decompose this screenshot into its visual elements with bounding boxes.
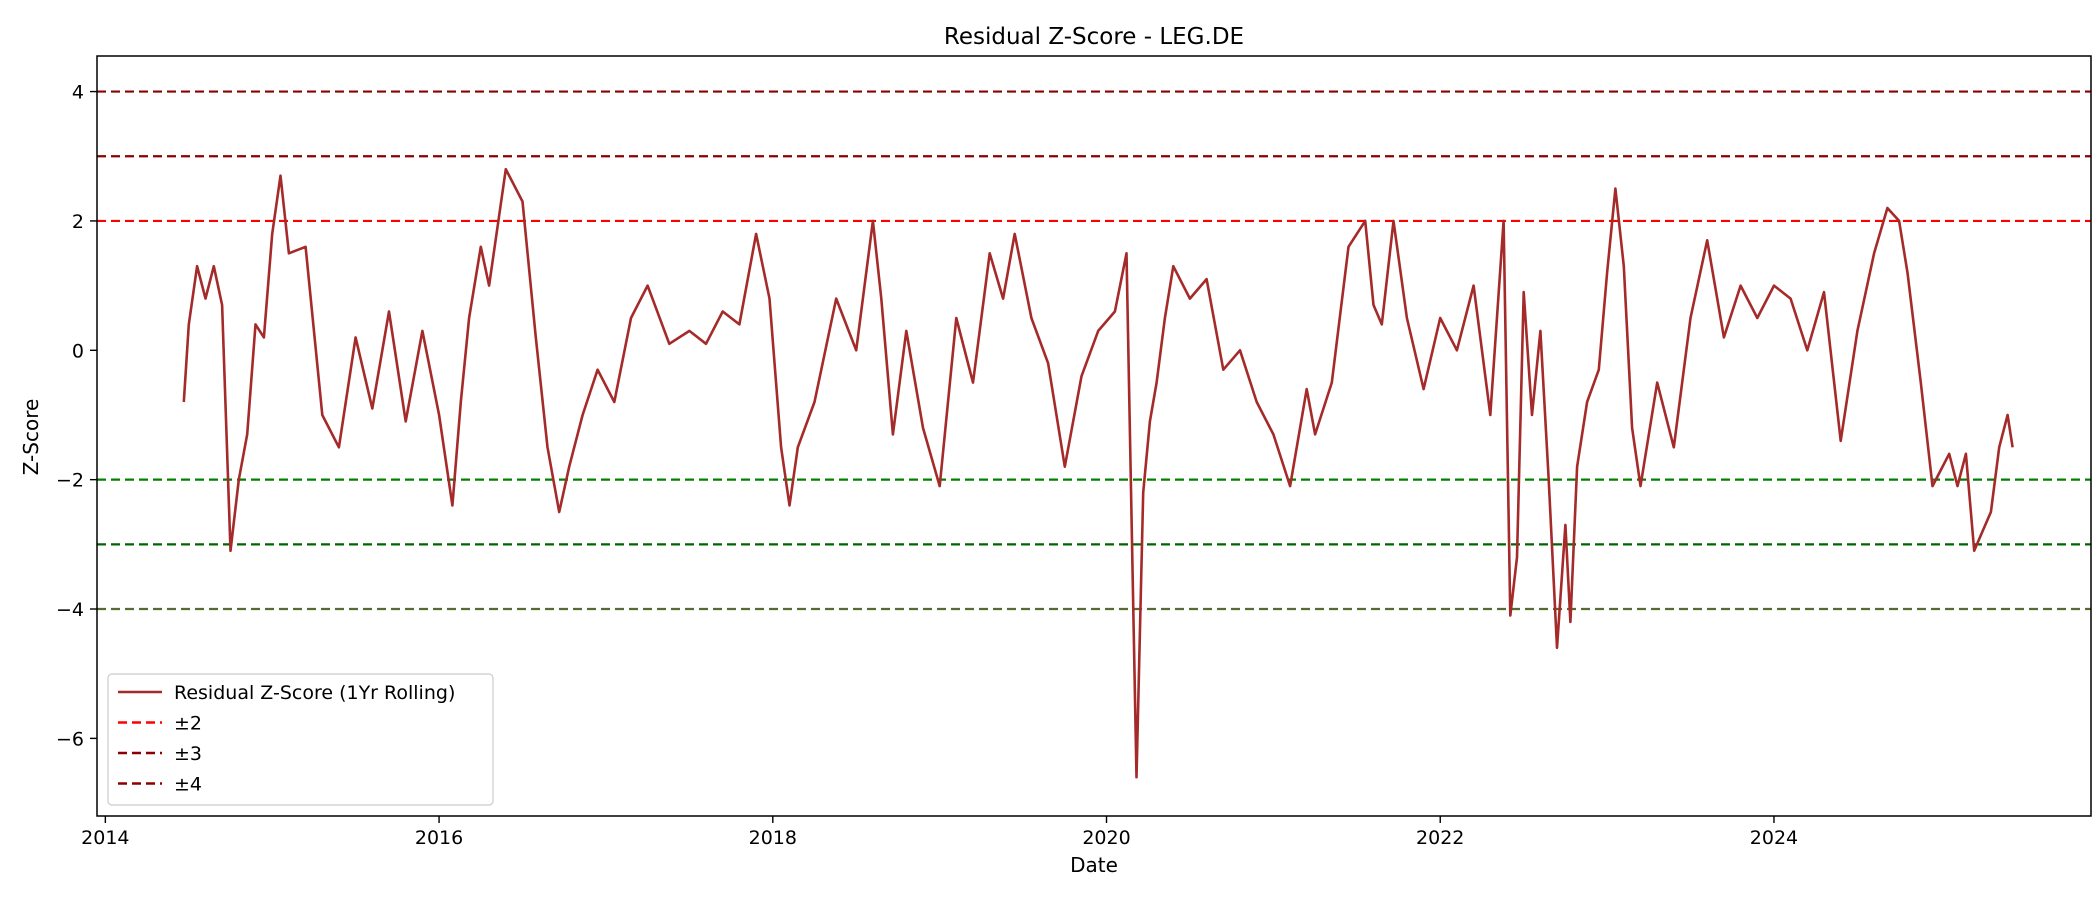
legend-label: ±3 — [174, 743, 202, 765]
x-tick-label: 2020 — [1082, 827, 1130, 849]
reference-lines — [97, 90, 2091, 611]
y-axis-label: Z-Score — [19, 399, 43, 476]
y-tick-label: 0 — [72, 340, 84, 362]
series-line — [182, 167, 2014, 779]
y-tick-label: −4 — [56, 599, 84, 621]
x-tick-label: 2018 — [749, 827, 797, 849]
y-tick-label: 4 — [72, 82, 84, 104]
legend-box — [107, 673, 494, 806]
x-tick-label: 2014 — [81, 827, 129, 849]
legend-label: ±2 — [174, 713, 202, 735]
legend-label: Residual Z-Score (1Yr Rolling) — [174, 682, 455, 704]
x-tick-label: 2024 — [1750, 827, 1798, 849]
x-tick-label: 2016 — [415, 827, 463, 849]
x-tick-label: 2022 — [1416, 827, 1464, 849]
y-tick-label: −6 — [56, 728, 84, 750]
y-tick-label: 2 — [72, 211, 84, 233]
y-axis: 4 2 0 −2 −4 −6 — [56, 82, 97, 750]
y-tick-label: −2 — [56, 470, 84, 492]
legend: Residual Z-Score (1Yr Rolling) ±2 ±3 ±4 — [107, 673, 494, 806]
chart-title: Residual Z-Score - LEG.DE — [944, 24, 1244, 50]
plot-frame — [96, 55, 2092, 817]
x-axis-label: Date — [1070, 853, 1118, 877]
x-axis: 2014 2016 2018 2020 2022 2024 — [81, 816, 1798, 849]
series-layer — [182, 167, 2014, 779]
legend-label: ±4 — [174, 774, 202, 796]
